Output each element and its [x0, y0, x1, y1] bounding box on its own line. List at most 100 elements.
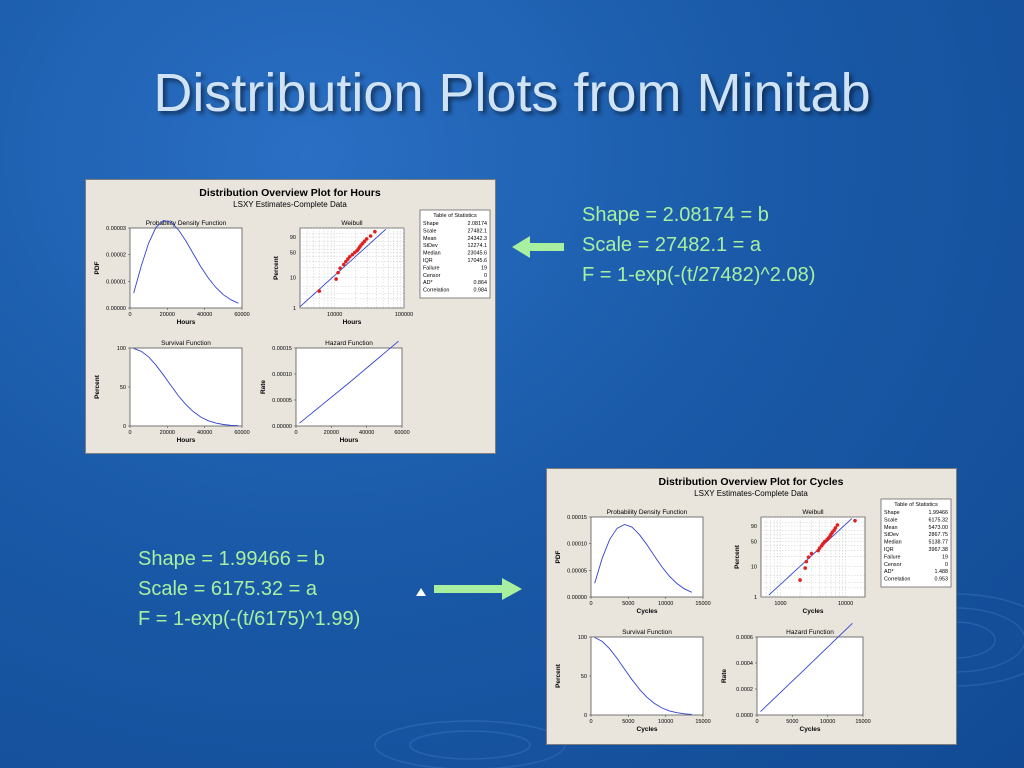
- stats-table-row-value: 3967.38: [929, 547, 949, 553]
- stats-table-row-value: 5138.77: [929, 540, 949, 546]
- slide-title: Distribution Plots from Minitab: [153, 63, 871, 123]
- weibull-plot-xtick-label: 10000: [838, 601, 853, 607]
- pdf-plot-ytick-label: 0.00001: [106, 279, 126, 285]
- cycles-shape-line: Shape = 1.99466 = b: [138, 548, 325, 570]
- stats-table-row-label: Censor: [423, 273, 441, 279]
- left-arrow-icon: [512, 236, 564, 258]
- stats-table-row-value: 24342.3: [468, 236, 488, 242]
- stats-table-row-value: 23045.6: [468, 251, 488, 257]
- survival-plot-xlabel: Hours: [177, 437, 196, 444]
- survival-plot-title: Survival Function: [161, 340, 211, 347]
- weibull-plot-ytick-label: 1: [293, 306, 296, 312]
- weibull-plot-xtick-label: 1000: [774, 601, 786, 607]
- weibull-plot-point: [334, 277, 338, 281]
- panel-title: Distribution Overview Plot for Hours: [199, 187, 381, 199]
- survival-plot-curve: [594, 637, 692, 715]
- weibull-plot-point: [338, 266, 342, 270]
- hours-shape-line: Shape = 2.08174 = b: [582, 204, 769, 226]
- pdf-plot-xtick-label: 10000: [658, 601, 673, 607]
- stats-table-row-label: IQR: [423, 258, 433, 264]
- weibull-plot-point: [806, 555, 811, 559]
- weibull-plot-point: [833, 526, 838, 530]
- pdf-plot-xlabel: Cycles: [637, 608, 658, 615]
- pdf-plot-xtick-label: 0: [589, 601, 592, 607]
- weibull-plot-xlabel: Cycles: [803, 608, 824, 615]
- weibull-plot-fit-line: [768, 518, 853, 596]
- small-triangle-icon: [416, 588, 426, 596]
- weibull-plot-title: Weibull: [802, 509, 824, 516]
- weibull-plot-ytick-label: 50: [751, 540, 757, 546]
- hazard-plot-ytick-label: 0.0002: [736, 687, 753, 693]
- distribution-overview-cycles-panel: Distribution Overview Plot for Cycles LSX…: [546, 468, 957, 745]
- stats-table-row-label: Scale: [884, 517, 898, 523]
- survival-plot-xtick-label: 40000: [197, 430, 212, 436]
- panel-group: Distribution Overview Plot for HoursLSXY…: [94, 187, 491, 444]
- hazard-plot-ytick-label: 0.0004: [736, 661, 753, 667]
- right-arrow-icon: [434, 578, 522, 600]
- stats-table-row-value: 19: [481, 265, 487, 271]
- hazard-plot-xtick-label: 5000: [786, 719, 798, 725]
- weibull-plot-point: [350, 252, 355, 257]
- weibull-plot-point: [362, 239, 367, 243]
- stats-table-row-value: 0.864: [474, 280, 488, 286]
- weibull-plot-point: [317, 289, 322, 293]
- survival-plot-xtick-label: 10000: [658, 719, 673, 725]
- pdf-plot-curve: [133, 220, 239, 304]
- stats-table-row-value: 1.99466: [929, 510, 949, 516]
- survival-plot-ylabel: Percent: [94, 374, 101, 399]
- survival-plot-xtick-label: 15000: [695, 719, 710, 725]
- weibull-plot-xtick-label: 100000: [395, 312, 413, 318]
- weibull-plot-point: [368, 234, 373, 238]
- survival-plot-curve: [133, 347, 239, 427]
- hazard-plot-ytick-label: 0.0000: [736, 713, 753, 719]
- weibull-plot-xlabel: Hours: [343, 319, 362, 326]
- hours-cdf-line: F = 1-exp(-(t/27482)^2.08): [582, 264, 816, 286]
- stats-table-row-value: 0: [945, 562, 948, 568]
- weibull-plot-point: [817, 546, 822, 550]
- stats-table-row-value: 17045.6: [468, 258, 488, 264]
- stats-table-row-label: Failure: [884, 554, 900, 560]
- hazard-plot-frame: [756, 636, 864, 716]
- hours-parameters-text: Shape = 2.08174 = b Scale = 27482.1 = a …: [582, 200, 815, 290]
- survival-plot-xlabel: Cycles: [637, 726, 658, 733]
- weibull-plot-frame: [760, 516, 866, 598]
- pdf-plot-ytick-label: 0.00000: [106, 306, 126, 312]
- weibull-plot-ylabel: Percent: [734, 544, 741, 569]
- stats-table-row-label: Censor: [884, 562, 902, 568]
- pdf-plot-ytick-label: 0.00005: [567, 568, 587, 574]
- hazard-plot-frame: [295, 347, 403, 427]
- panel-subtitle: LSXY Estimates-Complete Data: [694, 489, 808, 498]
- hazard-plot-xtick-label: 40000: [359, 430, 374, 436]
- hazard-plot-xtick-label: 60000: [394, 430, 409, 436]
- stats-table-row-value: 5473.00: [929, 525, 949, 531]
- weibull-plot-frame: [299, 227, 405, 309]
- hazard-plot-title: Hazard Function: [786, 629, 834, 636]
- pdf-plot-xtick-label: 15000: [695, 601, 710, 607]
- stats-table-row-value: 27482.1: [468, 228, 488, 234]
- weibull-plot-ytick-label: 1: [754, 595, 757, 601]
- hazard-plot-curve: [299, 340, 399, 424]
- hours-scale-line: Scale = 27482.1 = a: [582, 234, 762, 256]
- cycles-scale-line: Scale = 6175.32 = a: [138, 578, 318, 600]
- stats-table-row-label: Shape: [884, 510, 900, 516]
- panel-subtitle: LSXY Estimates-Complete Data: [233, 200, 347, 209]
- hazard-plot-ytick-label: 0.00015: [272, 346, 292, 352]
- stats-table-row-label: Median: [423, 251, 441, 257]
- stats-table-row-label: AD*: [884, 569, 894, 575]
- distribution-overview-hours-svg: Distribution Overview Plot for HoursLSXY…: [94, 187, 491, 444]
- pdf-plot-ylabel: PDF: [555, 550, 562, 563]
- stats-table-title: Table of Statistics: [433, 213, 477, 219]
- survival-plot-xtick-label: 20000: [160, 430, 175, 436]
- weibull-plot-point: [341, 262, 346, 267]
- pdf-plot-title: Probability Density Function: [607, 509, 688, 516]
- weibull-plot-point: [798, 578, 802, 582]
- survival-plot-ytick-label: 50: [581, 674, 587, 680]
- pdf-plot-ytick-label: 0.00015: [567, 515, 587, 521]
- weibull-plot-point: [344, 259, 348, 264]
- pdf-plot-ytick-label: 0.00003: [106, 226, 126, 232]
- pdf-plot-xtick-label: 40000: [197, 312, 212, 318]
- weibull-plot-fit-line: [299, 228, 387, 308]
- weibull-plot-point: [853, 518, 857, 523]
- survival-plot-xtick-label: 0: [128, 430, 131, 436]
- survival-plot-ytick-label: 0: [123, 424, 126, 430]
